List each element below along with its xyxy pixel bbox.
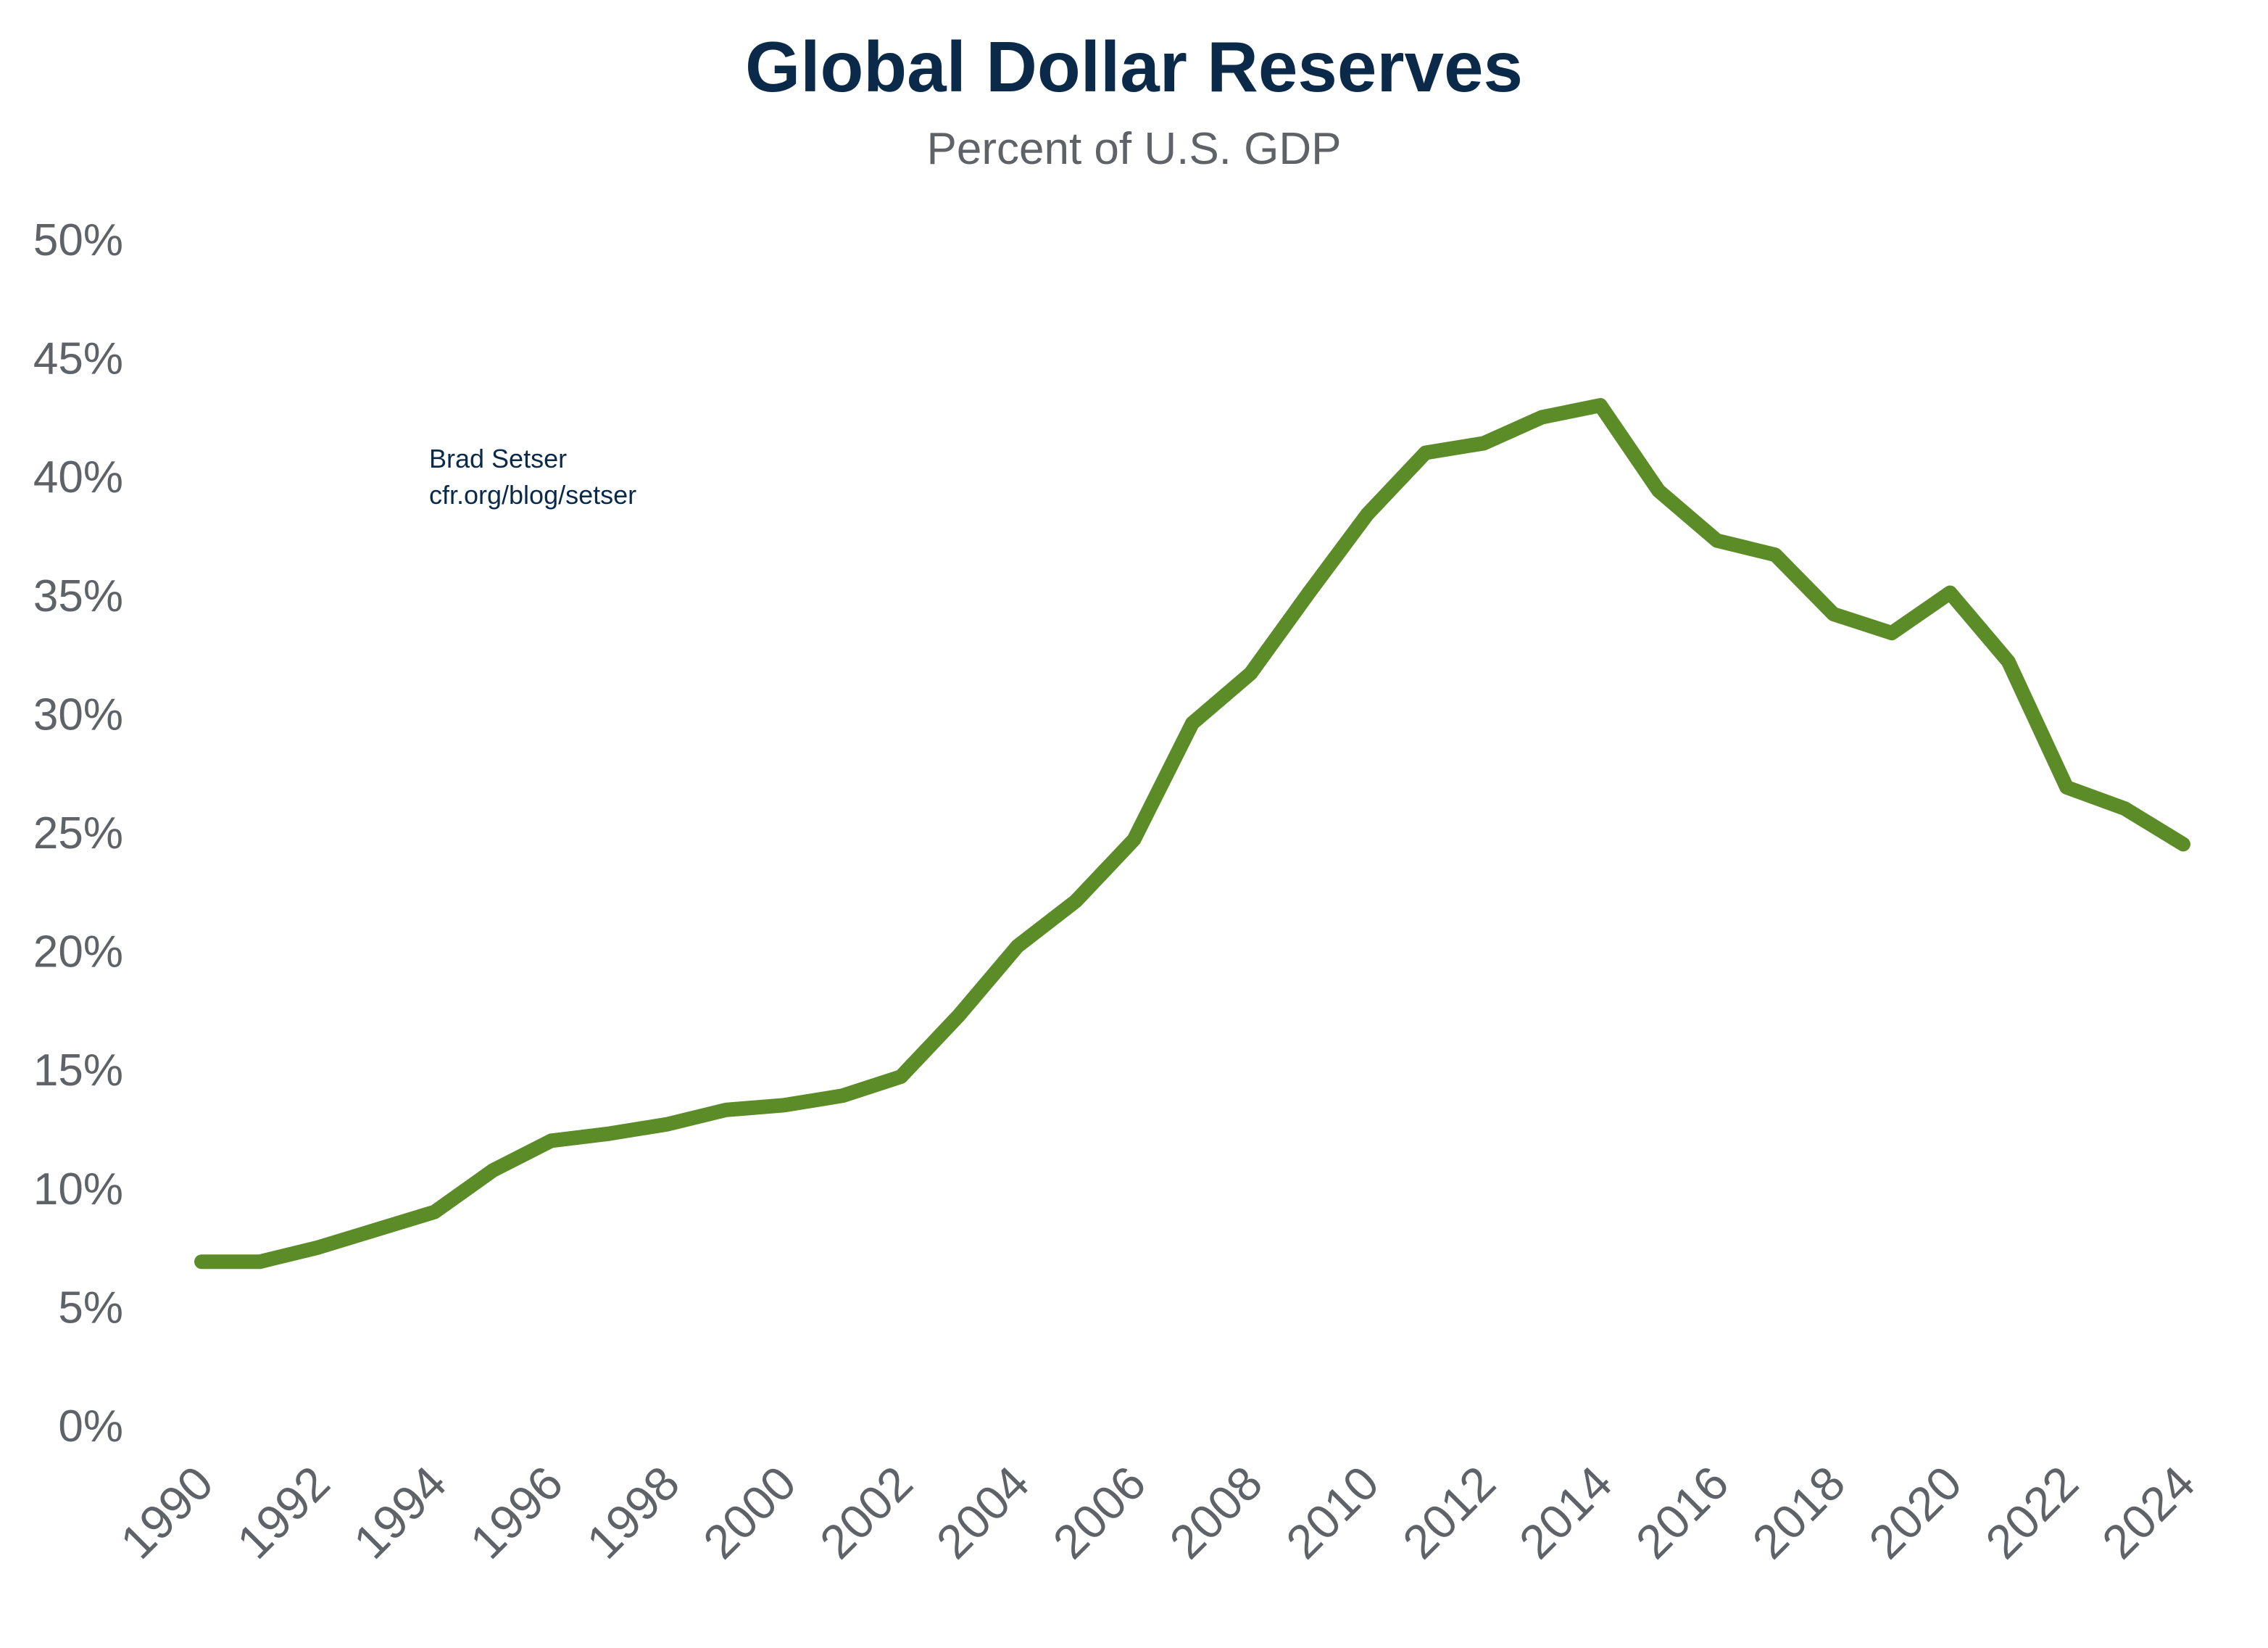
data-point [492, 1169, 494, 1172]
data-point [900, 1076, 902, 1078]
source-annotation: Brad Setser cfr.org/blog/setser [429, 441, 636, 513]
data-point [1075, 900, 1077, 902]
chart-title: Global Dollar Reserves [744, 27, 1524, 107]
data-point [1424, 452, 1426, 454]
x-tick-label: 2014 [1509, 1456, 1622, 1569]
data-point [667, 1123, 669, 1125]
data-point [1366, 513, 1368, 515]
y-tick-label: 25% [33, 808, 123, 858]
x-tick-label: 2018 [1742, 1456, 1855, 1569]
data-point [2182, 843, 2184, 845]
data-point [259, 1261, 261, 1263]
data-point [1483, 442, 1485, 444]
x-tick-label: 2000 [693, 1456, 806, 1569]
data-point [550, 1140, 552, 1142]
data-point [842, 1095, 844, 1097]
x-tick-label: 2010 [1276, 1456, 1389, 1569]
x-tick-label: 1994 [343, 1456, 456, 1569]
y-tick-label: 45% [33, 334, 123, 384]
x-tick-label: 1990 [110, 1456, 223, 1569]
data-point [958, 1014, 960, 1016]
data-point [725, 1109, 727, 1111]
x-tick-label: 1998 [576, 1456, 689, 1569]
data-point [1308, 592, 1310, 594]
y-tick-label: 15% [33, 1045, 123, 1096]
annotation-url: cfr.org/blog/setser [429, 480, 637, 510]
data-point [317, 1246, 319, 1249]
data-point [2124, 808, 2126, 810]
data-point [608, 1133, 610, 1135]
x-tick-label: 2006 [1042, 1456, 1155, 1569]
data-point [1890, 632, 1893, 634]
y-tick-label: 35% [33, 571, 123, 621]
data-point [1250, 672, 1252, 674]
x-tick-label: 2020 [1858, 1456, 1972, 1569]
y-tick-label: 30% [33, 690, 123, 740]
data-point [1716, 539, 1718, 542]
x-tick-label: 2008 [1159, 1456, 1272, 1569]
x-tick-label: 1992 [227, 1456, 340, 1569]
data-point [1774, 554, 1777, 556]
x-tick-label: 1996 [460, 1456, 573, 1569]
data-point [1016, 945, 1018, 948]
annotation-author: Brad Setser [429, 444, 568, 473]
data-point [1658, 489, 1660, 492]
x-tick-label: 2022 [1975, 1456, 2088, 1569]
y-tick-label: 50% [33, 215, 123, 265]
y-tick-label: 20% [33, 927, 123, 977]
data-point [375, 1229, 378, 1231]
data-point [433, 1211, 436, 1213]
x-tick-label: 2012 [1392, 1456, 1505, 1569]
data-point [2066, 786, 2068, 788]
data-point [1133, 838, 1135, 840]
y-tick-label: 5% [58, 1283, 123, 1333]
data-point [1541, 416, 1543, 418]
data-point [1949, 592, 1951, 594]
x-tick-label: 2002 [810, 1456, 923, 1569]
y-tick-label: 40% [33, 452, 123, 502]
data-point [1192, 722, 1193, 724]
series-line [194, 398, 2190, 1270]
chart-subtitle: Percent of U.S. GDP [926, 124, 1342, 174]
data-point [784, 1104, 786, 1106]
y-tick-label: 0% [58, 1401, 123, 1452]
data-point [1832, 613, 1835, 615]
x-tick-label: 2024 [2092, 1456, 2205, 1569]
data-point [2007, 661, 2009, 663]
y-tick-label: 10% [33, 1164, 123, 1214]
x-tick-label: 2004 [926, 1456, 1039, 1569]
data-point [1599, 405, 1601, 407]
data-point [201, 1261, 202, 1263]
x-tick-label: 2016 [1625, 1456, 1738, 1569]
